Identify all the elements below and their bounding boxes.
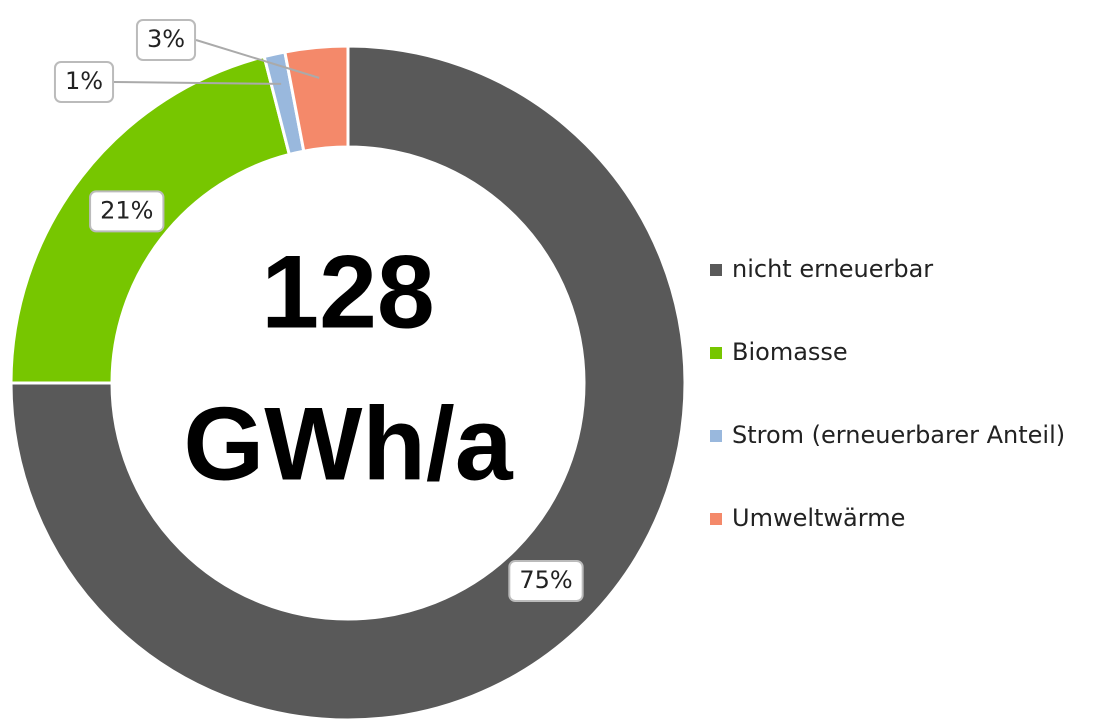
- label-box: [508, 559, 584, 602]
- donut-slice: [9, 44, 687, 719]
- leader-line: [113, 81, 282, 85]
- data-label: 3%: [135, 19, 197, 61]
- label-text: 75%: [519, 566, 572, 594]
- center-unit: GWh/a: [183, 386, 513, 502]
- legend-swatch: [710, 264, 722, 276]
- label-text: 21%: [100, 196, 153, 224]
- label-box: [135, 19, 197, 61]
- data-label: 1%: [53, 61, 115, 103]
- label-text: 1%: [65, 67, 103, 95]
- legend-swatch: [710, 430, 722, 442]
- leader-line: [195, 39, 320, 79]
- legend-label: Biomasse: [732, 338, 848, 366]
- center-value: 128: [261, 234, 435, 350]
- label-box: [89, 190, 165, 233]
- legend-label: nicht erneuerbar: [732, 255, 933, 283]
- label-text: 3%: [147, 25, 185, 53]
- legend-label: Umweltwärme: [732, 504, 905, 532]
- data-label: 21%: [89, 190, 165, 233]
- legend-label: Strom (erneuerbarer Anteil): [732, 421, 1065, 449]
- data-label: 75%: [508, 559, 584, 602]
- label-box: [53, 61, 115, 103]
- legend-swatch: [710, 347, 722, 359]
- legend-swatch: [710, 513, 722, 525]
